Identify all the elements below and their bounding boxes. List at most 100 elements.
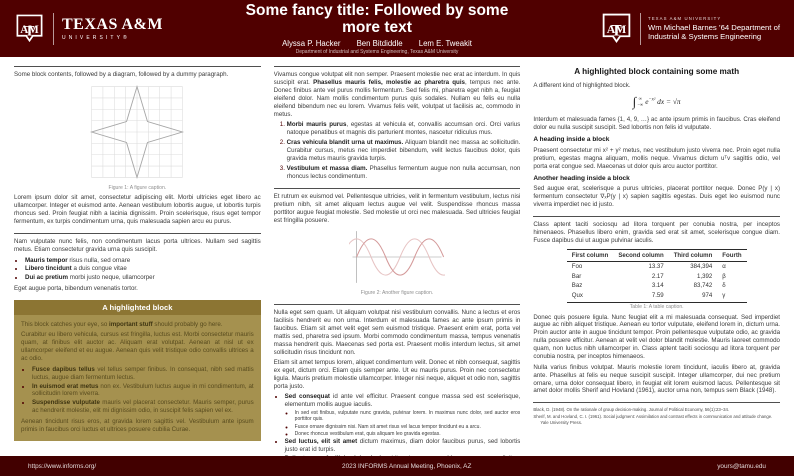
author: Ben Bitdiddle [356, 38, 403, 48]
bullet-list: Sed consequat id ante vel efficitur. Pra… [274, 393, 521, 456]
tamu-wordmark: TEXAS A&M UNIVERSITY® [62, 16, 163, 41]
math-block-title: A highlighted block containing some math [574, 67, 740, 76]
sub-bullet-item: Donec rhoncus vestibulum erat, quis aliq… [295, 431, 521, 437]
authors-line: Alyssa P. Hacker Ben Bitdiddle Lem E. Tw… [228, 39, 526, 48]
bullet-item: Mauris tempor risus nulla, sed ornare [25, 257, 261, 265]
svg-text:T: T [24, 23, 34, 39]
figure-sine [274, 228, 521, 289]
tamu-logo-right: A M T TEXAS A&M UNIVERSITY Wm Michael Ba… [532, 12, 780, 45]
svg-text:A: A [607, 22, 616, 36]
block-separator [273, 66, 521, 67]
table-row: Bar 2.17 1,392 β [571, 272, 726, 280]
poster-header: A M T TEXAS A&M UNIVERSITY® Some fancy t… [0, 0, 794, 57]
footer-conference: 2023 INFORMS Annual Meeting, Phoenix, AZ [342, 462, 472, 470]
bullet-item: Libero tincidunt a duis congue vitae [25, 265, 261, 273]
paragraph: Interdum et malesuada fames {1, 4, 9, …}… [533, 116, 781, 131]
numbered-item: Vestibulum et massa diam. Phasellus ferm… [287, 165, 521, 181]
sine-plot-icon [341, 231, 459, 284]
svg-text:A: A [20, 24, 28, 36]
paragraph: Curabitur eu libero vehicula, cursus est… [21, 331, 254, 363]
affiliation: Department of Industrial and Systems Eng… [295, 49, 459, 56]
section-heading: Another heading inside a block [533, 174, 630, 182]
footer-url[interactable]: https://www.informs.org/ [28, 462, 97, 470]
block-separator [273, 303, 521, 305]
display-equation: ∫ ∞ −∞ e−x² dx = √π [632, 94, 681, 110]
bullet-item: Pellentesque facilisis dolor in leo bibe… [285, 455, 521, 456]
bullet-item: Sed consequat id ante vel efficitur. Pra… [285, 393, 521, 437]
paragraph: Et rutrum ex euismod vel. Pellentesque u… [273, 192, 521, 224]
block-separator [14, 233, 261, 235]
poster-title: Some fancy title: Followed by some more … [245, 1, 509, 36]
bullet-item: Sed luctus, elit sit amet dictum maximus… [285, 438, 521, 454]
bullet-item: Fusce dapibus tellus vel tellus semper f… [32, 366, 254, 382]
tamu-logo-left: A M T TEXAS A&M UNIVERSITY® [14, 12, 222, 45]
highlighted-block-body: This block catches your eye, so importan… [14, 315, 261, 441]
logo-divider [639, 12, 641, 45]
paragraph: Eget augue porta, bibendum venenatis tor… [14, 284, 138, 292]
paragraph: Sed augue erat, scelerisque a purus ultr… [533, 185, 781, 209]
poster-footer: https://www.informs.org/ 2023 INFORMS An… [0, 456, 794, 476]
paragraph: Lorem ipsum dolor sit amet, consectetur … [14, 194, 261, 226]
figure-caption: Figure 2: Another figure caption. [360, 290, 434, 297]
reference-entry: Sherif, M. and Hovland, C. I. (1961). So… [533, 414, 773, 426]
sub-bullet-item: Fusce ornare dignissim nisi. Nam sit ame… [295, 424, 521, 430]
block-separator [14, 66, 261, 67]
bullet-item: In euismod erat metus non ex. Vestibulum… [32, 383, 254, 399]
tamu-shield-icon: A M T [16, 14, 43, 43]
svg-text:M: M [615, 22, 626, 36]
highlighted-block-title: A highlighted block [14, 299, 261, 316]
table-caption: Table 1: A table caption. [629, 303, 684, 310]
svg-text:T: T [611, 23, 622, 40]
section-heading: A heading inside a block [533, 135, 610, 143]
highlighted-block: A highlighted block This block catches y… [14, 299, 261, 442]
paragraph: Aenean tincidunt risus eros, at gravida … [21, 417, 254, 433]
integral-icon: ∫ [632, 94, 637, 110]
paragraph: Praesent consectetur mi x² + y² metus, n… [533, 146, 781, 170]
paragraph: Class aptent taciti sociosqu ad litora t… [533, 221, 781, 245]
bullet-list: Mauris tempor risus nulla, sed ornare Li… [14, 257, 261, 283]
bullet-item: Dui ac pretium morbi justo neque, ullamc… [25, 274, 261, 282]
bullet-item: Suspendisse vulputate mauris vel placera… [32, 399, 254, 415]
star-plot-icon [90, 84, 185, 179]
sub-bullet-list: In sed est finibus, vulputate nunc gravi… [285, 410, 521, 437]
department-name-line1: Wm Michael Barnes ’64 Department of [647, 22, 780, 32]
numbered-item: Morbi mauris purus, egestas at vehicula … [287, 121, 521, 137]
department-name-line2: Industrial & Systems Engineering [647, 31, 762, 41]
column-left: Some block contents, followed by a diagr… [14, 64, 261, 456]
table-row: Qux 7.59 974 γ [566, 291, 747, 303]
paragraph: Nulla varius finibus volutpat. Mauris mo… [533, 363, 781, 395]
paragraph: This block catches your eye, so importan… [21, 320, 223, 328]
title-block: Some fancy title: Followed by some more … [222, 2, 532, 55]
paragraph: Some block contents, followed by a diagr… [14, 71, 229, 78]
paragraph: A different kind of highlighted block. [533, 81, 631, 89]
data-table: First column Second column Third column … [566, 249, 747, 303]
svg-text:M: M [28, 24, 39, 36]
sub-bullet-item: In sed est finibus, vulputate nunc gravi… [295, 410, 521, 423]
author: Lem E. Tweakit [418, 38, 472, 48]
university-label: TEXAS A&M UNIVERSITY [647, 16, 722, 22]
paragraph: Etiam sit amet tempus lorem, aliquet con… [273, 359, 521, 390]
numbered-item: Cras vehicula blandit urna ut maximus. A… [287, 139, 521, 163]
table-row: Baz 3.14 83,742 δ [571, 282, 726, 290]
references-separator [533, 402, 781, 404]
paragraph: Donec quis posuere ligula. Nunc feugiat … [533, 313, 781, 361]
author: Alyssa P. Hacker [282, 38, 341, 48]
footer-email[interactable]: yours@tamu.edu [717, 462, 766, 470]
figure-star [14, 83, 261, 184]
paragraph: Nulla eget sem quam. Ut aliquam volutpat… [273, 308, 521, 356]
block-separator [273, 187, 521, 189]
table-row: Foo 13.37 384,394 α [571, 262, 726, 270]
table-header-row: First column Second column Third column … [566, 249, 747, 262]
logo-divider [53, 12, 54, 45]
numbered-list: Morbi mauris purus, egestas at vehicula … [274, 121, 521, 181]
figure-caption: Figure 1: A figure caption. [108, 184, 167, 191]
block-separator [533, 216, 781, 218]
department-wordmark: TEXAS A&M UNIVERSITY Wm Michael Barnes ’… [648, 16, 780, 41]
paragraph: Vivamus congue volutpat elit non semper.… [273, 71, 521, 118]
wordmark-line1: TEXAS A&M [62, 16, 163, 33]
column-right: A highlighted block containing some math… [533, 64, 781, 456]
bullet-list: Fusce dapibus tellus vel tellus semper f… [21, 366, 254, 416]
tamu-shield-icon: A M T [602, 13, 631, 43]
wordmark-line2: UNIVERSITY® [62, 35, 130, 41]
